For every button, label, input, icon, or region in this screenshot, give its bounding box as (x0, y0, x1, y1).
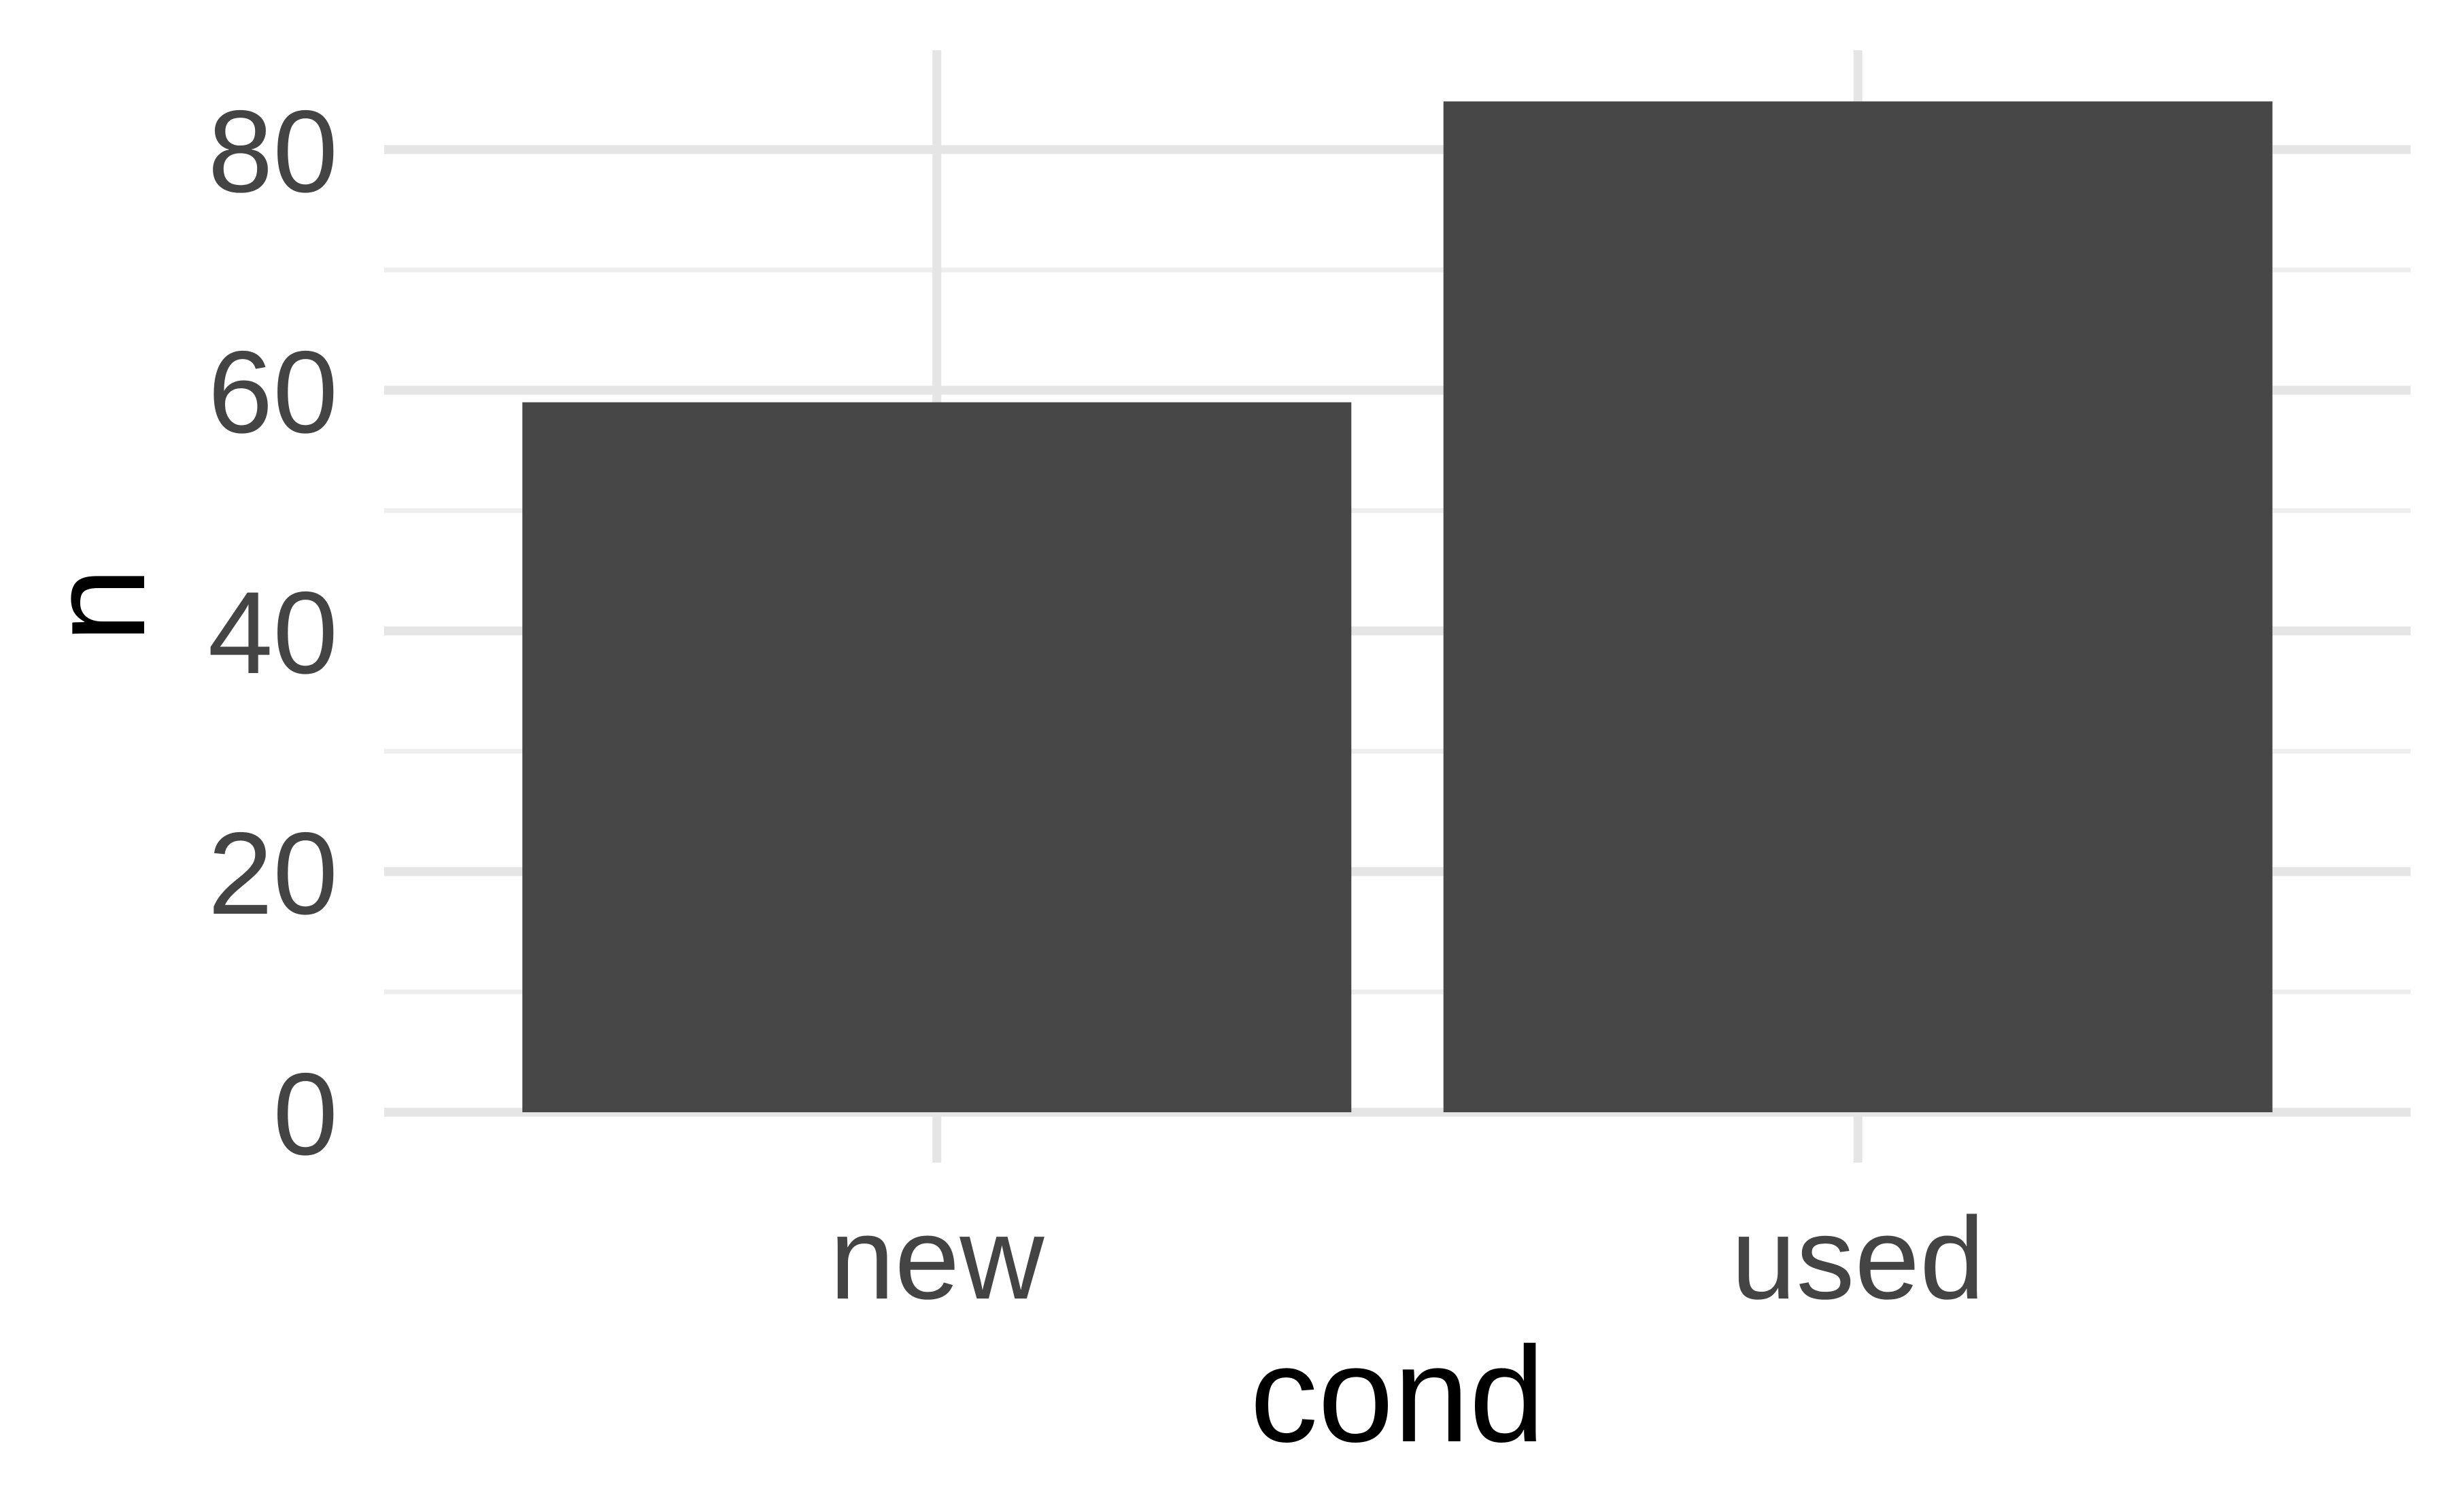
y-axis-title: n (22, 567, 173, 642)
y-tick-label: 0 (273, 1049, 338, 1180)
x-tick-label: used (1731, 1193, 1985, 1324)
y-tick-labels: 0 20 40 60 80 (208, 86, 338, 1180)
bar-new (522, 402, 1352, 1113)
x-axis-title: cond (1250, 1319, 1545, 1471)
y-tick-label: 80 (208, 86, 338, 217)
bars (522, 101, 2273, 1113)
y-tick-label: 20 (208, 808, 338, 939)
bar-used (1443, 101, 2273, 1113)
x-tick-labels: new used (830, 1193, 1985, 1324)
y-tick-label: 60 (208, 327, 338, 458)
y-tick-label: 40 (208, 568, 338, 698)
x-tick-label: new (830, 1193, 1044, 1324)
